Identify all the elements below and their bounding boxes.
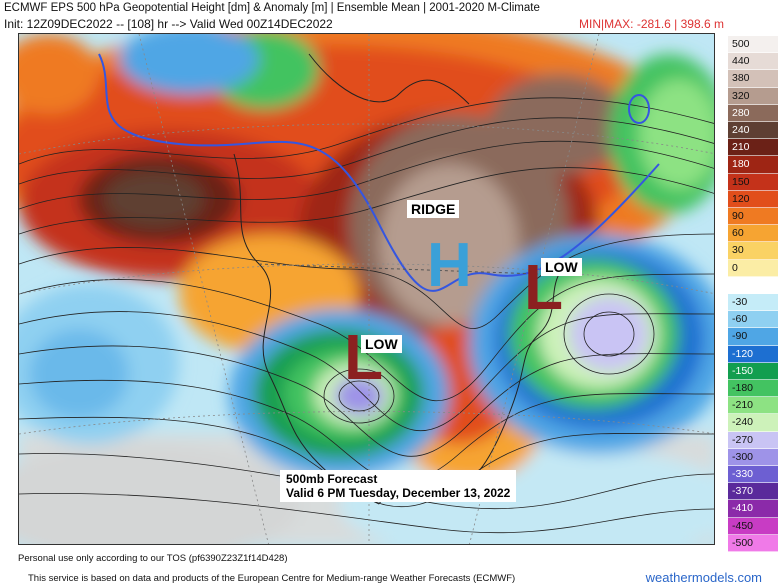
ecmwf-credit: This service is based on data and produc…	[28, 573, 516, 584]
min-max-readout: MIN|MAX: -281.6 | 398.6 m	[579, 17, 724, 31]
colorbar-level-label: -270	[732, 433, 754, 446]
colorbar-level-label: 280	[732, 106, 750, 119]
chart-header-init: Init: 12Z09DEC2022 -- [108] hr --> Valid…	[4, 17, 333, 31]
contour-546-line	[98, 53, 660, 292]
colorbar-level: -60	[728, 311, 778, 329]
colorbar-level-label: 30	[732, 244, 744, 257]
colorbar-level-label: 0	[732, 261, 738, 274]
colorbar-level: 150	[728, 173, 778, 191]
colorbar-level: 240	[728, 122, 778, 140]
colorbar-level-label: -330	[732, 468, 754, 480]
lat-lon-grid	[19, 34, 714, 544]
colorbar-level: -90	[728, 328, 778, 346]
colorbar-level-label: 500	[732, 38, 750, 50]
colorbar-level-label: -120	[732, 347, 754, 360]
low-label-west: LOW	[361, 335, 402, 353]
colorbar-level: 500	[728, 36, 778, 54]
anomaly-field	[19, 34, 714, 544]
colorbar-level: 0	[728, 259, 778, 277]
colorbar-level: 60	[728, 225, 778, 243]
colorbar-level-label: 440	[732, 55, 750, 68]
colorbar-level: 380	[728, 70, 778, 88]
colorbar-level-label: -450	[732, 519, 754, 532]
colorbar-level: -150	[728, 362, 778, 380]
colorbar-level-label: 180	[732, 158, 750, 171]
colorbar-level-label: -180	[732, 382, 754, 394]
map-canvas: H L L	[19, 34, 714, 544]
colorbar-level: -410	[728, 500, 778, 518]
colorbar-level-label: -90	[732, 330, 748, 343]
anomaly-colorbar: 500 440 380 320 280 240 210 180 150 120 90 60 30 0 -30…	[728, 36, 778, 552]
forecast-caption: 500mb Forecast Valid 6 PM Tuesday, Decem…	[280, 470, 517, 502]
colorbar-level: -30	[728, 294, 778, 312]
colorbar-level-label: -300	[732, 450, 754, 463]
colorbar-level: -210	[728, 397, 778, 415]
colorbar-level: -450	[728, 517, 778, 535]
colorbar-level-label: 60	[732, 227, 744, 240]
colorbar-level-label: -500	[732, 536, 754, 549]
tos-notice: Personal use only according to our TOS (…	[18, 553, 288, 564]
colorbar-level: -370	[728, 483, 778, 501]
colorbar-level	[728, 276, 778, 294]
colorbar-level: 90	[728, 208, 778, 226]
colorbar-level-label: -150	[732, 364, 754, 377]
colorbar-level-label: 90	[732, 210, 744, 222]
low-pressure-symbol-west: L	[344, 321, 383, 393]
colorbar-level: -330	[728, 466, 778, 484]
colorbar-level: 180	[728, 156, 778, 174]
colorbar-level-label: -210	[732, 399, 754, 412]
watermark-link[interactable]: weathermodels.com	[645, 570, 762, 585]
colorbar-level: 440	[728, 53, 778, 71]
colorbar-level: 30	[728, 242, 778, 260]
colorbar-level: 210	[728, 139, 778, 157]
colorbar-level: -270	[728, 431, 778, 449]
colorbar-level: -500	[728, 534, 778, 552]
colorbar-level-label: -30	[732, 296, 748, 308]
colorbar-level-label: -60	[732, 313, 748, 326]
high-pressure-symbol: H	[427, 231, 472, 300]
colorbar-level: -120	[728, 345, 778, 363]
low-label-east: LOW	[541, 258, 582, 276]
colorbar-level-label: 210	[732, 141, 750, 154]
ridge-label: RIDGE	[407, 200, 460, 218]
colorbar-level: 120	[728, 190, 778, 208]
colorbar-level: -240	[728, 414, 778, 432]
colorbar-level-label: 240	[732, 124, 750, 136]
colorbar-level-label: -240	[732, 416, 754, 429]
colorbar-level-label: -370	[732, 485, 754, 498]
colorbar-level: 280	[728, 104, 778, 122]
chart-header-title: ECMWF EPS 500 hPa Geopotential Height [d…	[4, 2, 540, 14]
colorbar-level-label: -410	[732, 502, 754, 515]
colorbar-level-label: 120	[732, 192, 750, 205]
colorbar-level: -180	[728, 380, 778, 398]
colorbar-level-label: 320	[732, 89, 750, 102]
forecast-caption-line1: 500mb Forecast	[286, 472, 378, 486]
colorbar-level-label: 380	[732, 72, 750, 85]
forecast-caption-line2: Valid 6 PM Tuesday, December 13, 2022	[286, 486, 511, 500]
anomaly-map: H L L	[18, 33, 715, 545]
colorbar-level: -300	[728, 448, 778, 466]
colorbar-level: 320	[728, 87, 778, 105]
colorbar-level-label: 150	[732, 175, 750, 188]
